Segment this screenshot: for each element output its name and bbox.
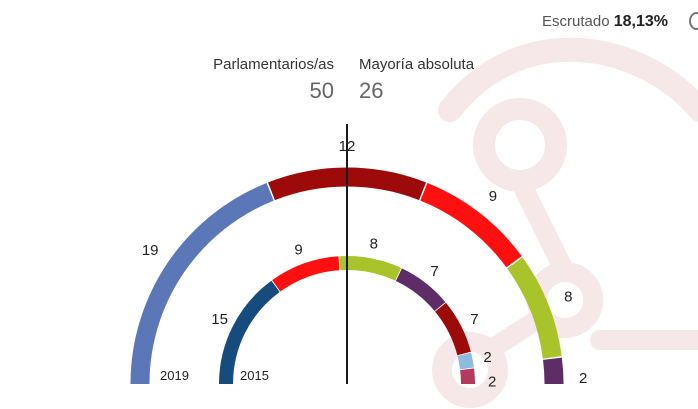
seat-arc-ring2-segment-7[interactable] — [460, 368, 476, 385]
seat-count-label-ring2-7: 2 — [488, 374, 496, 391]
majority-label: Mayoría absoluta — [359, 56, 475, 73]
seat-arc-ring2-segment-2[interactable] — [272, 256, 340, 292]
seat-count-label-ring2-2: 9 — [294, 242, 302, 259]
ring-year-label-1: 2019 — [160, 368, 189, 383]
seat-arc-ring2-segment-6[interactable] — [457, 352, 474, 370]
seat-arc-ring2-segment-1[interactable] — [219, 280, 280, 385]
seat-arc-ring1-segment-3[interactable] — [420, 182, 522, 268]
scrutiny-value: 18,13% — [613, 13, 668, 30]
seat-count-label-ring2-3: 8 — [370, 236, 378, 253]
seats-value: 50 — [309, 78, 334, 103]
seats-label: Parlamentarios/as — [213, 56, 334, 73]
seat-arc-ring1-segment-4[interactable] — [507, 257, 562, 359]
seat-count-label-ring1-5: 2 — [579, 370, 587, 387]
seat-count-label-ring1-4: 8 — [564, 288, 572, 305]
seat-count-label-ring2-4: 7 — [430, 263, 438, 280]
scrutiny-indicator: Escrutado 18,13% — [542, 13, 668, 31]
seat-arc-ring2-segment-3[interactable] — [339, 256, 402, 281]
seat-count-label-ring1-3: 9 — [489, 188, 497, 205]
info-icon[interactable] — [689, 12, 698, 30]
seat-arc-ring2-segment-4[interactable] — [395, 268, 446, 312]
seat-count-label-ring2-6: 2 — [483, 349, 491, 366]
majority-value: 26 — [359, 78, 384, 103]
seat-count-label-ring2-1: 15 — [211, 311, 228, 328]
seat-count-label-ring2-5: 7 — [470, 311, 478, 328]
seat-arc-ring1-segment-1[interactable] — [130, 182, 274, 385]
scrutiny-label: Escrutado — [542, 13, 610, 30]
ring-year-label-2: 2015 — [240, 368, 269, 383]
seat-arc-ring1-segment-5[interactable] — [543, 357, 564, 385]
seat-arc-ring2-segment-5[interactable] — [434, 302, 471, 356]
seat-count-label-ring1-1: 19 — [142, 242, 159, 259]
